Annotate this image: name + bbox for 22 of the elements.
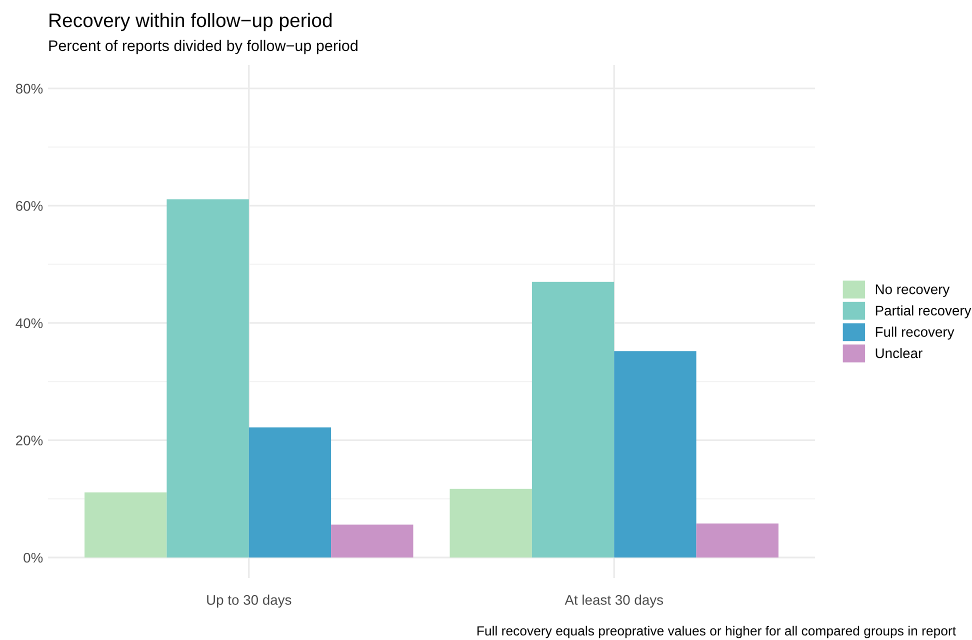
- y-tick-label: 0%: [24, 552, 43, 563]
- y-tick-label: 20%: [16, 436, 43, 446]
- chart-subtitle: Percent of reports divided by follow−up period: [49, 40, 358, 54]
- bar: [84, 492, 167, 558]
- x-tick-label: At least 30 days: [564, 594, 664, 608]
- x-tick-label: Up to 30 days: [207, 594, 292, 608]
- bar: [166, 199, 249, 558]
- bar: [248, 427, 332, 558]
- bar: [614, 351, 696, 558]
- bar: [532, 282, 614, 558]
- chart-title: Recovery within follow−up period: [50, 12, 332, 32]
- y-tick-label: 60%: [16, 201, 43, 211]
- bar: [331, 524, 414, 558]
- legend-label: Unclear: [876, 348, 922, 358]
- y-tick-label: 40%: [16, 318, 43, 328]
- bar: [450, 488, 532, 558]
- bar: [696, 523, 778, 558]
- legend-label: No recovery: [876, 284, 950, 297]
- text: Full recovery equals preoprative values or higher for all compared groups in report: [477, 626, 956, 638]
- legend-label: Full recovery: [876, 326, 954, 340]
- y-tick-label: 80%: [16, 84, 43, 94]
- legend-label: Partial recovery: [876, 305, 972, 318]
